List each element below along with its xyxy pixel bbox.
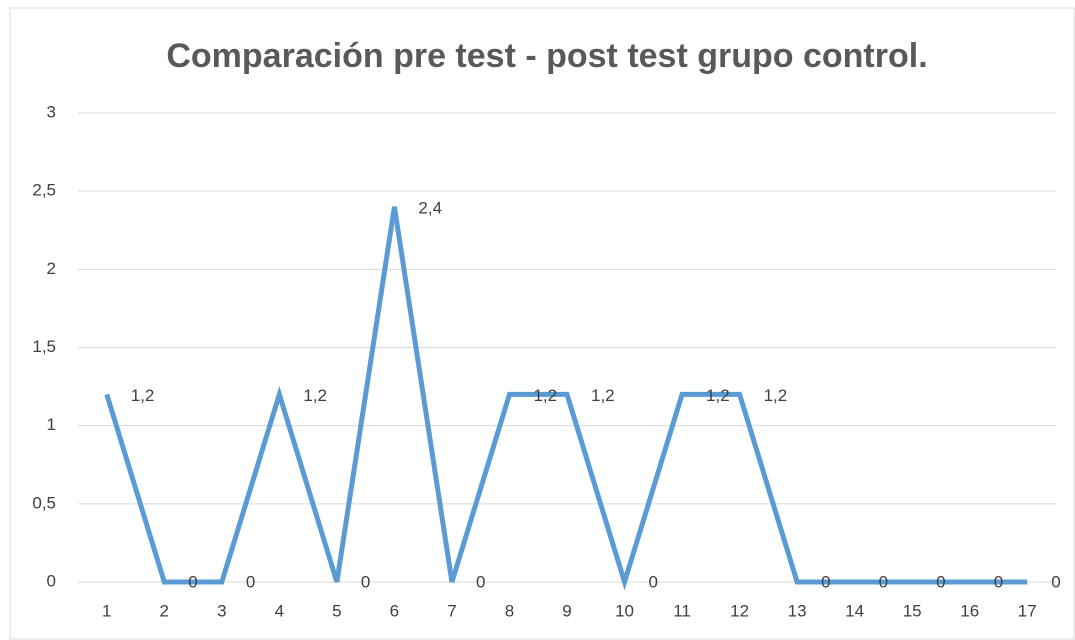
x-tick-label: 10 xyxy=(615,601,634,620)
y-tick-label: 0,5 xyxy=(32,493,56,512)
data-label: 0 xyxy=(821,572,830,591)
x-tick-label: 12 xyxy=(730,601,749,620)
y-tick-label: 1,5 xyxy=(32,337,56,356)
y-tick-label: 2,5 xyxy=(32,181,56,200)
x-tick-label: 4 xyxy=(275,601,284,620)
data-label: 1,2 xyxy=(706,386,730,405)
data-label: 0 xyxy=(649,572,658,591)
chart-title: Comparación pre test - post test grupo c… xyxy=(166,37,927,75)
data-label: 0 xyxy=(994,572,1003,591)
data-label: 2,4 xyxy=(418,198,442,217)
data-label: 0 xyxy=(936,572,945,591)
x-tick-label: 13 xyxy=(788,601,807,620)
data-label: 0 xyxy=(1051,572,1060,591)
data-label: 0 xyxy=(361,572,370,591)
data-label: 1,2 xyxy=(131,386,155,405)
x-tick-label: 3 xyxy=(217,601,226,620)
y-tick-label: 1 xyxy=(47,415,56,434)
x-tick-label: 1 xyxy=(102,601,111,620)
x-tick-label: 9 xyxy=(562,601,571,620)
x-tick-label: 14 xyxy=(845,601,864,620)
data-label: 1,2 xyxy=(533,386,557,405)
x-tick-label: 17 xyxy=(1018,601,1037,620)
data-label: 0 xyxy=(879,572,888,591)
data-line xyxy=(104,206,1028,591)
data-label: 1,2 xyxy=(303,386,327,405)
y-tick-label: 0 xyxy=(47,571,56,590)
x-tick-label: 16 xyxy=(960,601,979,620)
data-label: 0 xyxy=(246,572,255,591)
data-label: 1,2 xyxy=(764,386,788,405)
data-label: 0 xyxy=(476,572,485,591)
x-tick-label: 8 xyxy=(505,601,514,620)
y-tick-label: 3 xyxy=(47,102,56,121)
data-label: 0 xyxy=(188,572,197,591)
x-tick-label: 2 xyxy=(160,601,169,620)
x-tick-label: 15 xyxy=(903,601,922,620)
x-tick-label: 7 xyxy=(447,601,456,620)
y-tick-label: 2 xyxy=(47,259,56,278)
chart-border xyxy=(9,7,1075,640)
x-tick-label: 11 xyxy=(673,601,691,620)
data-label: 1,2 xyxy=(591,386,615,405)
x-tick-label: 5 xyxy=(332,601,341,620)
x-tick-label: 6 xyxy=(390,601,399,620)
